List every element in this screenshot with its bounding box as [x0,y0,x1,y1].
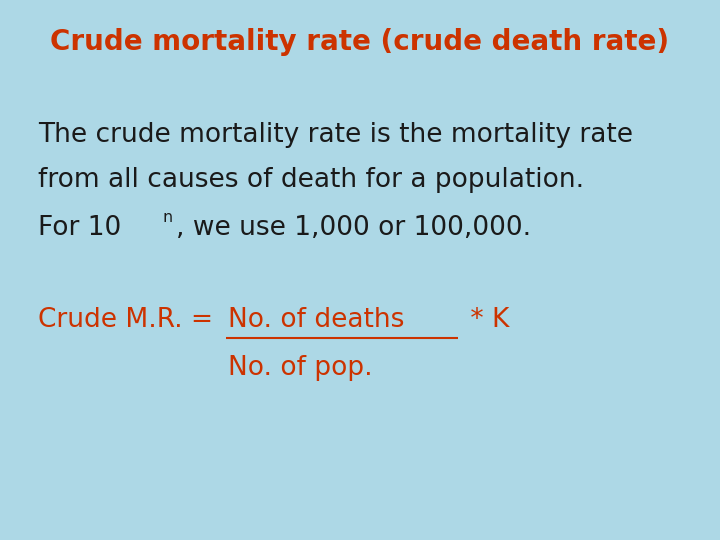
Text: , we use 1,000 or 100,000.: , we use 1,000 or 100,000. [176,215,531,241]
Text: n: n [162,211,172,226]
Text: Crude M.R. =: Crude M.R. = [38,307,230,333]
Text: Crude mortality rate (crude death rate): Crude mortality rate (crude death rate) [50,28,670,56]
Text: from all causes of death for a population.: from all causes of death for a populatio… [38,167,584,193]
Text: For 10: For 10 [38,215,121,241]
Text: No. of pop.: No. of pop. [228,355,373,381]
Text: No. of deaths: No. of deaths [228,307,405,333]
Text: * K: * K [462,307,509,333]
Text: The crude mortality rate is the mortality rate: The crude mortality rate is the mortalit… [38,122,633,148]
